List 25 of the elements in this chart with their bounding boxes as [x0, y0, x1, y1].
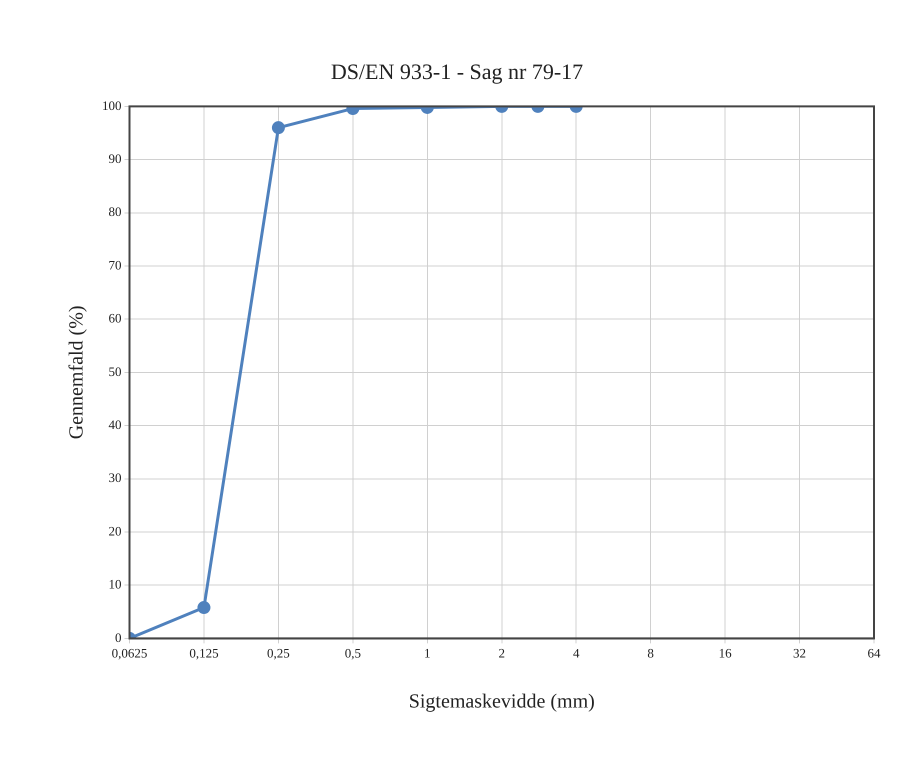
- y-tick-label: 90: [108, 151, 122, 166]
- y-tick-label: 40: [108, 417, 122, 432]
- x-tick-label: 16: [718, 646, 732, 661]
- x-tick-label: 2: [498, 646, 505, 661]
- chart-title: DS/EN 933-1 - Sag nr 79-17: [330, 58, 584, 84]
- y-tick-label: 0: [115, 630, 122, 645]
- y-tick-label: 10: [108, 576, 122, 592]
- y-tick-label: 70: [108, 257, 122, 272]
- x-tick-label: 32: [793, 646, 806, 661]
- x-tick-label: 0,125: [189, 646, 219, 661]
- y-tick-label: 80: [108, 204, 122, 220]
- x-tick-label: 1: [424, 646, 431, 661]
- x-axis-title: Sigtemaskevidde (mm): [408, 690, 595, 712]
- x-tick-label: 0,25: [267, 646, 290, 661]
- y-tick-label: 50: [108, 364, 122, 379]
- y-tick-label: 60: [108, 310, 122, 326]
- x-tick-label: 8: [647, 646, 654, 661]
- y-tick-label: 20: [108, 523, 122, 538]
- x-tick-label: 4: [572, 646, 580, 661]
- y-tick-label: 100: [102, 98, 122, 113]
- y-axis-title: Gennemfald (%): [65, 305, 88, 440]
- y-tick-label: 30: [108, 470, 122, 486]
- x-tick-label: 0,0625: [112, 646, 148, 661]
- x-tick-label: 64: [868, 646, 881, 661]
- x-tick-label: 0,5: [344, 646, 361, 661]
